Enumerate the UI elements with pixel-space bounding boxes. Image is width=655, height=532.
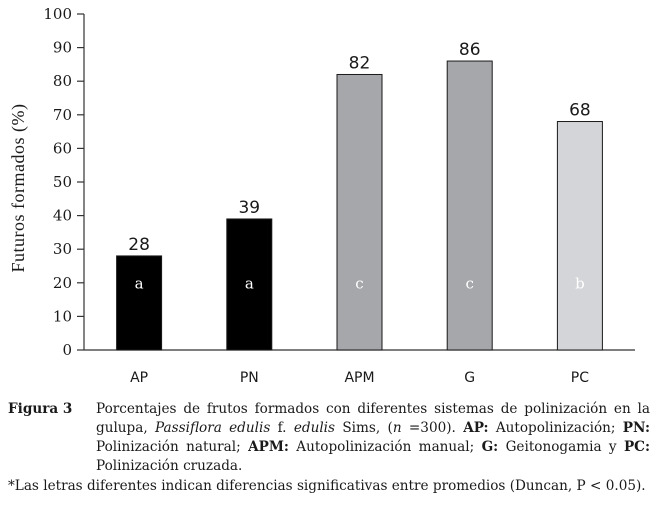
def-pn: Polinización natural; [96,439,249,455]
y-axis-title: Futuros formados (%) [8,104,29,273]
def-g: Geitonogamia y [498,439,624,455]
def-pc: Polinización cruzada. [96,458,243,474]
significance-letter: c [465,275,473,293]
value-label: 68 [569,101,591,121]
y-tick-label: 0 [62,341,72,359]
value-label: 28 [128,235,150,255]
figure-label: Figura 3 [8,401,73,417]
bar-group-pn: 39 a PN [226,198,273,386]
abbr-apm: APM: [248,439,289,455]
y-tick-label: 10 [53,307,72,325]
bar-group-ap: 28 a AP [116,235,163,386]
abbr-pc: PC: [623,439,650,455]
bar-pc [556,121,603,351]
caption-text: Porcentajes de frutos formados con difer… [96,401,650,436]
significance-letter: a [135,275,144,293]
bar-g [446,60,493,351]
value-label: 39 [238,198,260,218]
figure-caption: Figura 3 Porcentajes de frutos formados … [8,400,650,496]
bars: 28 a AP 39 a PN 82 c APM 86 c G 68 b PC [116,40,603,386]
x-tick-label: G [464,370,475,386]
abbr-pn: PN: [622,420,650,436]
significance-letter: a [245,275,254,293]
y-tick-label: 30 [53,240,72,258]
y-tick-label: 50 [53,173,72,191]
caption-text: Sims, ( [335,420,393,436]
sample-size-symbol: n [392,420,402,436]
significance-letter: b [575,275,585,293]
abbr-ap: AP: [463,420,489,436]
value-label: 86 [459,40,481,60]
figure-caption-text: Porcentajes de frutos formados con difer… [96,400,650,476]
form-name: edulis [293,420,336,436]
y-tick-label: 100 [43,5,72,23]
bar-pn [226,218,273,351]
caption-text: f. [270,420,294,436]
bar-group-g: 86 c G [446,40,493,386]
y-tick-label: 20 [53,274,72,292]
bar-ap [116,255,163,351]
y-tick-label: 40 [53,207,72,225]
value-label: 82 [349,53,371,73]
y-tick-label: 90 [53,39,72,57]
y-tick-label: 70 [53,106,72,124]
y-axis: 0 10 20 30 40 50 60 70 80 90 100 [43,5,85,359]
bar-group-apm: 82 c APM [336,53,383,386]
x-tick-label: PC [571,370,589,386]
species-name: Passiflora edulis [155,420,271,436]
y-tick-label: 60 [53,139,72,157]
def-ap: Autopolinización; [488,420,623,436]
bar-apm [336,73,383,351]
x-tick-label: PN [240,370,259,386]
x-tick-label: APM [344,370,374,386]
significance-note: *Las letras diferentes indican diferenci… [8,478,646,494]
y-tick-label: 80 [53,72,72,90]
x-tick-label: AP [130,370,148,386]
significance-letter: c [355,275,363,293]
caption-text: =300). [401,420,464,436]
abbr-g: G: [481,439,499,455]
def-apm: Autopolinización manual; [288,439,482,455]
bar-group-pc: 68 b PC [556,101,603,386]
